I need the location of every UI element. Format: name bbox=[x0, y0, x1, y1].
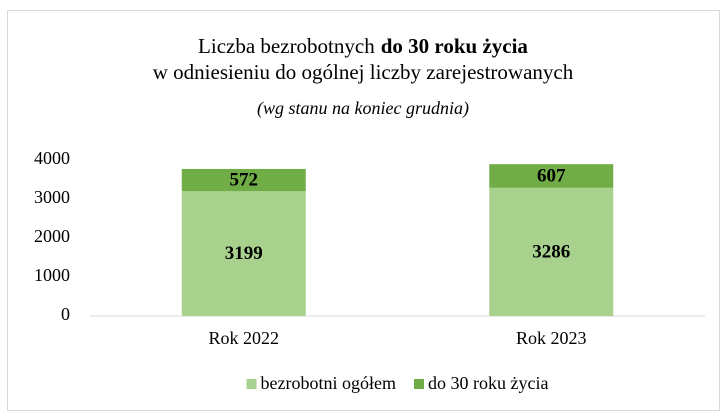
bar-segment bbox=[489, 187, 614, 316]
y-tick-label: 0 bbox=[61, 304, 70, 324]
legend-label: do 30 roku życia bbox=[428, 373, 548, 393]
data-label: 572 bbox=[230, 169, 259, 190]
bar-segment bbox=[181, 191, 306, 316]
x-tick-label: Rok 2023 bbox=[516, 328, 587, 348]
y-tick-label: 3000 bbox=[34, 187, 70, 207]
chart-subtitle: (wg stanu na koniec grudnia) bbox=[257, 98, 469, 119]
data-label: 607 bbox=[537, 165, 566, 186]
title-part: do 30 roku życia bbox=[381, 34, 529, 58]
legend-swatch bbox=[246, 379, 257, 389]
y-tick-label: 4000 bbox=[34, 148, 70, 168]
bar-segment bbox=[489, 164, 614, 188]
y-tick-label: 1000 bbox=[34, 265, 70, 285]
title-part: Liczba bezrobotnych bbox=[198, 34, 375, 58]
legend-swatch bbox=[414, 379, 424, 389]
x-tick-label: Rok 2022 bbox=[208, 328, 279, 348]
bar-segment bbox=[181, 168, 306, 192]
chart-title: Liczba bezrobotnych do 30 roku życia bbox=[198, 34, 528, 58]
legend-label: bezrobotni ogółem bbox=[261, 373, 396, 393]
y-tick-label: 2000 bbox=[34, 226, 70, 246]
chart-title: w odniesieniu do ogólnej liczby zarejest… bbox=[153, 60, 574, 84]
data-label: 3286 bbox=[532, 241, 570, 262]
data-label: 3199 bbox=[225, 243, 263, 264]
